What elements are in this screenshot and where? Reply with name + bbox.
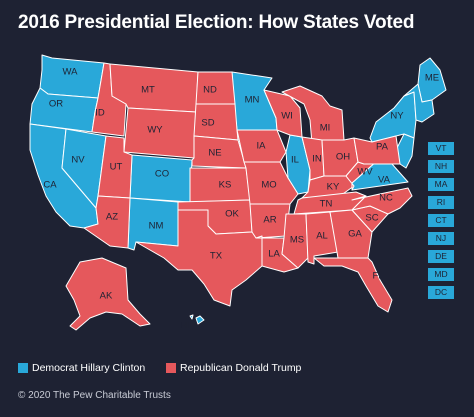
state-label-ga: GA xyxy=(348,229,362,240)
state-label-nm: NM xyxy=(149,221,164,232)
state-nc[interactable] xyxy=(351,187,413,215)
state-box-vt[interactable]: VT xyxy=(428,142,454,155)
state-label-wi: WI xyxy=(281,111,293,122)
state-label-mo: MO xyxy=(261,180,276,191)
state-label-sd: SD xyxy=(201,118,214,129)
democrat-swatch xyxy=(18,363,28,373)
state-box-nj[interactable]: NJ xyxy=(428,232,454,245)
state-label-ca: CA xyxy=(43,180,57,191)
state-sd[interactable] xyxy=(193,103,239,141)
state-label-hi: HI xyxy=(180,321,190,332)
state-label-ks: KS xyxy=(219,180,232,191)
state-label-nc: NC xyxy=(379,193,393,204)
state-hi[interactable] xyxy=(189,314,205,325)
state-label-va: VA xyxy=(378,175,391,186)
state-label-wa: WA xyxy=(63,67,79,78)
state-label-al: AL xyxy=(316,231,328,242)
state-label-il: IL xyxy=(291,155,299,166)
state-tx[interactable] xyxy=(135,209,263,307)
state-label-ok: OK xyxy=(225,209,239,220)
copyright: © 2020 The Pew Charitable Trusts xyxy=(18,390,171,401)
small-states-legend: VT NH MA RI CT NJ DE MD DC xyxy=(428,142,454,304)
state-label-fl: FL xyxy=(372,271,383,282)
state-ia[interactable] xyxy=(236,129,287,163)
state-label-ak: AK xyxy=(100,291,113,302)
state-label-ms: MS xyxy=(290,235,304,246)
state-label-mt: MT xyxy=(141,85,155,96)
map-title: 2016 Presidential Election: How States V… xyxy=(18,12,415,33)
state-box-md[interactable]: MD xyxy=(428,268,454,281)
state-label-pa: PA xyxy=(376,142,389,153)
state-label-sc: SC xyxy=(365,213,378,224)
state-label-wv: WV xyxy=(357,167,373,178)
state-label-me: ME xyxy=(425,73,439,84)
state-box-ma[interactable]: MA xyxy=(428,178,454,191)
state-label-in: IN xyxy=(312,154,322,165)
state-pa[interactable] xyxy=(353,135,401,165)
state-box-de[interactable]: DE xyxy=(428,250,454,263)
state-box-nh[interactable]: NH xyxy=(428,160,454,173)
state-label-mn: MN xyxy=(245,95,260,106)
state-ky[interactable] xyxy=(301,175,355,199)
state-labels: WA OR CA NV ID MT WY UT AZ CO NM ND SD NE KS OK TX MN IA MO… xyxy=(43,67,439,332)
state-new-england[interactable] xyxy=(403,83,435,123)
republican-swatch xyxy=(166,363,176,373)
state-label-nv: NV xyxy=(71,155,85,166)
state-label-ut: UT xyxy=(110,162,123,173)
state-ak[interactable] xyxy=(65,257,151,331)
state-mo[interactable] xyxy=(243,161,299,205)
state-label-ia: IA xyxy=(257,141,267,152)
state-label-ne: NE xyxy=(208,148,221,159)
state-box-dc[interactable]: DC xyxy=(428,286,454,299)
state-label-tn: TN xyxy=(320,199,333,210)
state-label-tx: TX xyxy=(210,251,223,262)
state-ar[interactable] xyxy=(249,203,291,239)
state-label-wy: WY xyxy=(147,125,163,136)
state-label-mi: MI xyxy=(320,123,331,134)
state-box-ri[interactable]: RI xyxy=(428,196,454,209)
state-ne[interactable] xyxy=(191,135,247,169)
legend-democrat-label: Democrat Hillary Clinton xyxy=(32,362,146,374)
state-wi[interactable] xyxy=(263,89,303,138)
state-label-la: LA xyxy=(268,249,280,260)
state-label-co: CO xyxy=(155,169,169,180)
state-label-ny: NY xyxy=(390,111,404,122)
state-label-ar: AR xyxy=(263,215,276,226)
state-label-oh: OH xyxy=(336,152,350,163)
state-mi[interactable] xyxy=(281,85,345,145)
state-label-or: OR xyxy=(49,99,63,110)
state-label-ky: KY xyxy=(327,182,340,193)
state-ga[interactable] xyxy=(329,209,373,259)
state-az[interactable] xyxy=(83,195,131,249)
state-label-az: AZ xyxy=(106,212,118,223)
state-label-nd: ND xyxy=(203,85,217,96)
legend-republican-label: Republican Donald Trump xyxy=(180,362,302,374)
state-box-ct[interactable]: CT xyxy=(428,214,454,227)
state-label-id: ID xyxy=(95,108,105,119)
state-fl[interactable] xyxy=(313,257,393,313)
